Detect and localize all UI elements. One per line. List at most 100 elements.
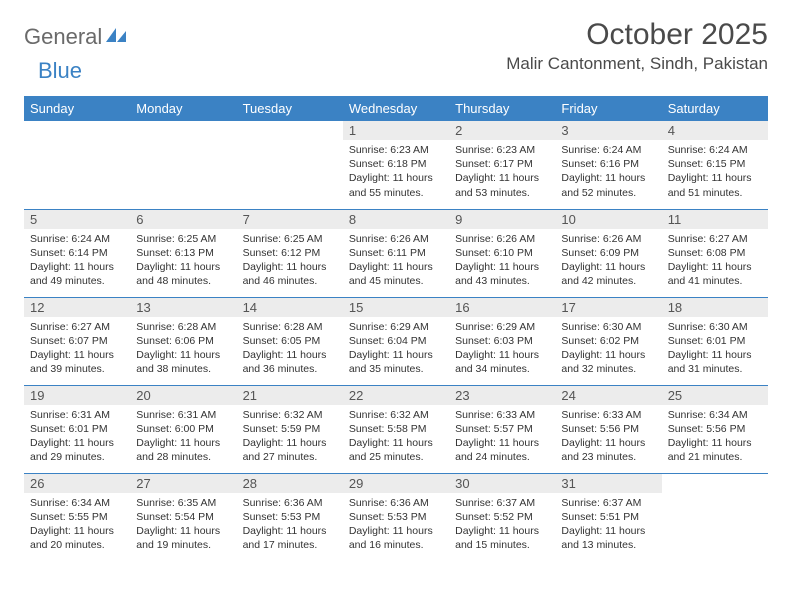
day-content: Sunrise: 6:27 AMSunset: 6:07 PMDaylight:… bbox=[24, 317, 130, 381]
day-content: Sunrise: 6:28 AMSunset: 6:05 PMDaylight:… bbox=[237, 317, 343, 381]
day-content: Sunrise: 6:23 AMSunset: 6:17 PMDaylight:… bbox=[449, 140, 555, 204]
day-number: 24 bbox=[555, 386, 661, 405]
daylight-line: Daylight: 11 hours and 46 minutes. bbox=[243, 260, 337, 288]
day-content: Sunrise: 6:36 AMSunset: 5:53 PMDaylight:… bbox=[343, 493, 449, 557]
day-content: Sunrise: 6:28 AMSunset: 6:06 PMDaylight:… bbox=[130, 317, 236, 381]
day-content: Sunrise: 6:26 AMSunset: 6:09 PMDaylight:… bbox=[555, 229, 661, 293]
weekday-header: Wednesday bbox=[343, 96, 449, 121]
sunrise-line: Sunrise: 6:34 AM bbox=[30, 496, 124, 510]
calendar-cell: 14Sunrise: 6:28 AMSunset: 6:05 PMDayligh… bbox=[237, 297, 343, 385]
calendar-cell: 20Sunrise: 6:31 AMSunset: 6:00 PMDayligh… bbox=[130, 385, 236, 473]
day-content: Sunrise: 6:36 AMSunset: 5:53 PMDaylight:… bbox=[237, 493, 343, 557]
calendar-cell bbox=[130, 121, 236, 209]
weekday-header: Friday bbox=[555, 96, 661, 121]
day-number: 5 bbox=[24, 210, 130, 229]
calendar-cell: 18Sunrise: 6:30 AMSunset: 6:01 PMDayligh… bbox=[662, 297, 768, 385]
day-number: 15 bbox=[343, 298, 449, 317]
calendar-cell: 1Sunrise: 6:23 AMSunset: 6:18 PMDaylight… bbox=[343, 121, 449, 209]
sunset-line: Sunset: 5:53 PM bbox=[349, 510, 443, 524]
day-content: Sunrise: 6:27 AMSunset: 6:08 PMDaylight:… bbox=[662, 229, 768, 293]
sunrise-line: Sunrise: 6:24 AM bbox=[668, 143, 762, 157]
day-number: 27 bbox=[130, 474, 236, 493]
sunset-line: Sunset: 6:02 PM bbox=[561, 334, 655, 348]
day-content: Sunrise: 6:37 AMSunset: 5:52 PMDaylight:… bbox=[449, 493, 555, 557]
sunset-line: Sunset: 6:11 PM bbox=[349, 246, 443, 260]
sunrise-line: Sunrise: 6:30 AM bbox=[561, 320, 655, 334]
daylight-line: Daylight: 11 hours and 35 minutes. bbox=[349, 348, 443, 376]
sunrise-line: Sunrise: 6:27 AM bbox=[30, 320, 124, 334]
sunset-line: Sunset: 6:18 PM bbox=[349, 157, 443, 171]
calendar-row: 26Sunrise: 6:34 AMSunset: 5:55 PMDayligh… bbox=[24, 473, 768, 561]
sunrise-line: Sunrise: 6:23 AM bbox=[349, 143, 443, 157]
sunset-line: Sunset: 6:12 PM bbox=[243, 246, 337, 260]
sunset-line: Sunset: 6:05 PM bbox=[243, 334, 337, 348]
day-content: Sunrise: 6:33 AMSunset: 5:56 PMDaylight:… bbox=[555, 405, 661, 469]
calendar-cell: 8Sunrise: 6:26 AMSunset: 6:11 PMDaylight… bbox=[343, 209, 449, 297]
day-number: 17 bbox=[555, 298, 661, 317]
daylight-line: Daylight: 11 hours and 34 minutes. bbox=[455, 348, 549, 376]
sunset-line: Sunset: 6:17 PM bbox=[455, 157, 549, 171]
calendar-cell bbox=[662, 473, 768, 561]
day-number: 10 bbox=[555, 210, 661, 229]
daylight-line: Daylight: 11 hours and 17 minutes. bbox=[243, 524, 337, 552]
calendar-cell: 29Sunrise: 6:36 AMSunset: 5:53 PMDayligh… bbox=[343, 473, 449, 561]
weekday-header: Saturday bbox=[662, 96, 768, 121]
daylight-line: Daylight: 11 hours and 52 minutes. bbox=[561, 171, 655, 199]
daylight-line: Daylight: 11 hours and 45 minutes. bbox=[349, 260, 443, 288]
sunset-line: Sunset: 5:55 PM bbox=[30, 510, 124, 524]
sunrise-line: Sunrise: 6:24 AM bbox=[30, 232, 124, 246]
calendar-cell: 26Sunrise: 6:34 AMSunset: 5:55 PMDayligh… bbox=[24, 473, 130, 561]
calendar-cell: 22Sunrise: 6:32 AMSunset: 5:58 PMDayligh… bbox=[343, 385, 449, 473]
day-content: Sunrise: 6:34 AMSunset: 5:55 PMDaylight:… bbox=[24, 493, 130, 557]
day-number: 6 bbox=[130, 210, 236, 229]
daylight-line: Daylight: 11 hours and 39 minutes. bbox=[30, 348, 124, 376]
sunrise-line: Sunrise: 6:37 AM bbox=[455, 496, 549, 510]
sunrise-line: Sunrise: 6:25 AM bbox=[136, 232, 230, 246]
calendar-row: 1Sunrise: 6:23 AMSunset: 6:18 PMDaylight… bbox=[24, 121, 768, 209]
sunrise-line: Sunrise: 6:33 AM bbox=[455, 408, 549, 422]
daylight-line: Daylight: 11 hours and 48 minutes. bbox=[136, 260, 230, 288]
day-content: Sunrise: 6:30 AMSunset: 6:02 PMDaylight:… bbox=[555, 317, 661, 381]
day-number: 3 bbox=[555, 121, 661, 140]
sunrise-line: Sunrise: 6:31 AM bbox=[136, 408, 230, 422]
day-content: Sunrise: 6:31 AMSunset: 6:00 PMDaylight:… bbox=[130, 405, 236, 469]
day-content: Sunrise: 6:24 AMSunset: 6:16 PMDaylight:… bbox=[555, 140, 661, 204]
calendar-row: 12Sunrise: 6:27 AMSunset: 6:07 PMDayligh… bbox=[24, 297, 768, 385]
sunset-line: Sunset: 5:56 PM bbox=[561, 422, 655, 436]
sunset-line: Sunset: 6:13 PM bbox=[136, 246, 230, 260]
calendar-cell: 30Sunrise: 6:37 AMSunset: 5:52 PMDayligh… bbox=[449, 473, 555, 561]
calendar-cell: 19Sunrise: 6:31 AMSunset: 6:01 PMDayligh… bbox=[24, 385, 130, 473]
sunrise-line: Sunrise: 6:35 AM bbox=[136, 496, 230, 510]
day-number: 26 bbox=[24, 474, 130, 493]
calendar-cell: 6 Sunrise: 6:25 AMSunset: 6:13 PMDaylight… bbox=[130, 209, 236, 297]
calendar-cell: 3Sunrise: 6:24 AMSunset: 6:16 PMDaylight… bbox=[555, 121, 661, 209]
daylight-line: Daylight: 11 hours and 53 minutes. bbox=[455, 171, 549, 199]
calendar-cell: 13Sunrise: 6:28 AMSunset: 6:06 PMDayligh… bbox=[130, 297, 236, 385]
daylight-line: Daylight: 11 hours and 24 minutes. bbox=[455, 436, 549, 464]
day-number: 9 bbox=[449, 210, 555, 229]
calendar-cell: 17Sunrise: 6:30 AMSunset: 6:02 PMDayligh… bbox=[555, 297, 661, 385]
sunrise-line: Sunrise: 6:30 AM bbox=[668, 320, 762, 334]
day-number: 29 bbox=[343, 474, 449, 493]
day-number: 28 bbox=[237, 474, 343, 493]
calendar-row: 19Sunrise: 6:31 AMSunset: 6:01 PMDayligh… bbox=[24, 385, 768, 473]
day-number: 11 bbox=[662, 210, 768, 229]
daylight-line: Daylight: 11 hours and 27 minutes. bbox=[243, 436, 337, 464]
day-number: 30 bbox=[449, 474, 555, 493]
weekday-header-row: Sunday Monday Tuesday Wednesday Thursday… bbox=[24, 96, 768, 121]
day-number: 8 bbox=[343, 210, 449, 229]
day-content: Sunrise: 6:33 AMSunset: 5:57 PMDaylight:… bbox=[449, 405, 555, 469]
day-number: 4 bbox=[662, 121, 768, 140]
day-number: 7 bbox=[237, 210, 343, 229]
daylight-line: Daylight: 11 hours and 42 minutes. bbox=[561, 260, 655, 288]
calendar-cell: 25Sunrise: 6:34 AMSunset: 5:56 PMDayligh… bbox=[662, 385, 768, 473]
day-number: 23 bbox=[449, 386, 555, 405]
daylight-line: Daylight: 11 hours and 38 minutes. bbox=[136, 348, 230, 376]
day-content: Sunrise: 6:34 AMSunset: 5:56 PMDaylight:… bbox=[662, 405, 768, 469]
calendar-cell: 7Sunrise: 6:25 AMSunset: 6:12 PMDaylight… bbox=[237, 209, 343, 297]
sunset-line: Sunset: 6:06 PM bbox=[136, 334, 230, 348]
calendar-cell: 16Sunrise: 6:29 AMSunset: 6:03 PMDayligh… bbox=[449, 297, 555, 385]
calendar-cell: 27Sunrise: 6:35 AMSunset: 5:54 PMDayligh… bbox=[130, 473, 236, 561]
weekday-header: Tuesday bbox=[237, 96, 343, 121]
sunset-line: Sunset: 5:57 PM bbox=[455, 422, 549, 436]
